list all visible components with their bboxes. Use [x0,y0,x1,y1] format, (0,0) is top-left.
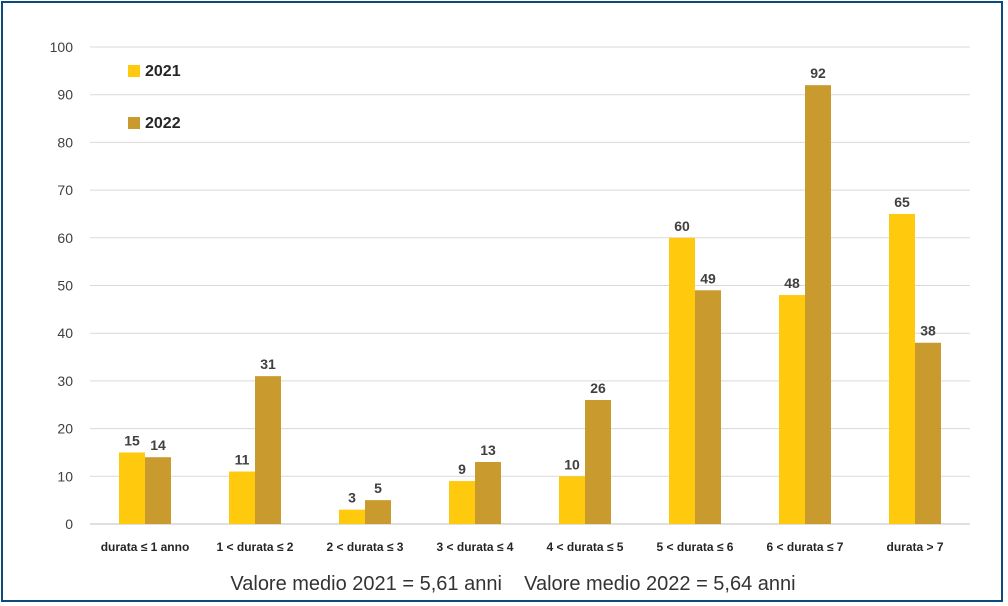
y-tick-label: 40 [57,325,73,341]
bar-2021-6 [669,237,695,525]
data-label-2021-4: 9 [458,461,466,477]
data-label-2022-8: 38 [920,323,936,339]
y-tick-label: 70 [57,182,73,198]
data-label-2021-6: 60 [674,218,690,234]
data-label-2021-7: 48 [784,275,800,291]
data-label-2022-5: 26 [590,380,606,396]
y-tick-label: 20 [57,421,73,437]
legend-swatch-2022 [128,117,140,129]
bar-2022-7 [805,85,831,524]
y-tick-label: 60 [57,230,73,246]
legend-label-2022: 2022 [145,115,181,132]
y-tick-label: 90 [57,87,73,103]
data-label-2022-1: 14 [150,437,166,453]
data-labels: 15 14 11 31 3 5 9 13 10 26 60 49 48 92 65 38 [124,65,936,506]
bar-2022-5 [585,399,611,524]
bar-2021-7 [779,295,805,524]
y-tick-label: 80 [57,134,73,150]
data-label-2022-4: 13 [480,442,496,458]
x-tick-label: 3 < durata ≤ 4 [437,540,514,554]
bar-2022-6 [695,290,721,524]
x-tick-label: 4 < durata ≤ 5 [547,540,624,554]
data-label-2022-3: 5 [374,480,382,496]
bar-2021-8 [889,213,915,524]
x-tick-label: durata > 7 [886,540,943,554]
gridlines [90,46,970,525]
bar-2021-3 [339,509,365,524]
bar-2021-5 [559,476,585,524]
data-label-2022-6: 49 [700,270,716,286]
data-label-2021-5: 10 [564,456,580,472]
bars [119,85,941,525]
y-axis-ticks: 0 10 20 30 40 50 60 70 80 90 100 [50,39,74,532]
x-tick-label: 5 < durata ≤ 6 [657,540,734,554]
y-tick-label: 10 [57,468,73,484]
bar-2022-2 [255,376,281,524]
data-label-2021-8: 65 [894,194,910,210]
x-tick-label: 2 < durata ≤ 3 [327,540,404,554]
y-tick-label: 0 [65,516,73,532]
bar-2022-1 [145,457,171,524]
x-axis-categories: durata ≤ 1 anno 1 < durata ≤ 2 2 < durata … [101,540,944,554]
y-tick-label: 30 [57,373,73,389]
y-tick-label: 100 [50,39,74,55]
data-label-2021-3: 3 [348,490,356,506]
x-tick-label: 6 < durata ≤ 7 [767,540,844,554]
average-note: Valore medio 2021 = 5,61 anni Valore med… [230,573,795,595]
legend-label-2021: 2021 [145,63,181,80]
data-label-2021-2: 11 [235,452,250,468]
data-label-2021-1: 15 [124,432,140,448]
bar-2022-8 [915,342,941,524]
x-tick-label: 1 < durata ≤ 2 [217,540,294,554]
bar-2021-4 [449,481,475,524]
bar-2021-2 [229,471,255,524]
legend: 2021 2022 [128,63,181,132]
y-tick-label: 50 [57,278,73,294]
data-label-2022-2: 31 [260,356,276,372]
bar-2022-3 [365,500,391,524]
x-tick-label: durata ≤ 1 anno [101,540,190,554]
bar-2021-1 [119,452,145,524]
legend-swatch-2021 [128,65,140,77]
bar-2022-4 [475,461,501,524]
data-label-2022-7: 92 [810,65,826,81]
